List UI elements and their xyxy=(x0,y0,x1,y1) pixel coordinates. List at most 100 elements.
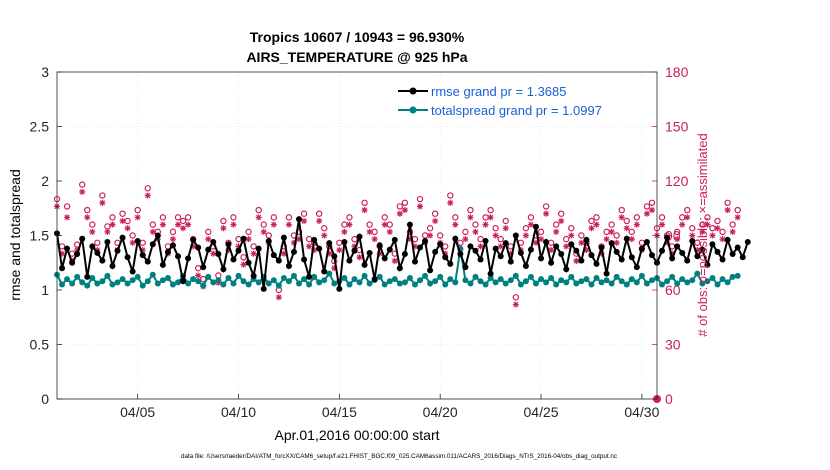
totalspread-point xyxy=(285,278,292,285)
totalspread-point xyxy=(497,276,504,283)
obs-assimilated-stroke xyxy=(482,221,489,228)
obs-assimilated-marker xyxy=(527,221,534,228)
totalspread-point xyxy=(215,277,222,284)
obs-possible-marker xyxy=(724,199,731,206)
rmse-point xyxy=(442,254,449,261)
rmse-point xyxy=(195,244,202,251)
obs-assimilated-marker xyxy=(366,228,373,235)
obs-possible-marker xyxy=(658,214,666,221)
totalspread-point xyxy=(659,281,666,288)
obs-assimilated-stroke xyxy=(477,243,484,250)
rmse-point xyxy=(119,234,126,241)
totalspread-point xyxy=(366,280,373,287)
totalspread-point xyxy=(417,277,424,284)
totalspread-point xyxy=(593,275,600,282)
rmse-point xyxy=(341,239,348,246)
obs-assimilated-stroke xyxy=(472,229,479,235)
obs-assimilated-stroke xyxy=(240,261,247,268)
chart-subtitle: AIRS_TEMPERATURE @ 925 hPa xyxy=(246,49,467,65)
obs-assimilated-marker xyxy=(371,236,378,243)
totalspread-point xyxy=(185,280,192,287)
totalspread-point xyxy=(613,273,620,280)
obs-assimilated-marker xyxy=(119,217,126,224)
rmse-point xyxy=(169,242,176,249)
rmse-point xyxy=(492,245,499,252)
rmse-point xyxy=(532,223,539,230)
x-tick-label: 04/05 xyxy=(120,404,155,420)
totalspread-point xyxy=(119,276,126,283)
obs-assimilated-stroke xyxy=(195,272,201,279)
obs-assimilated-marker xyxy=(149,228,156,235)
totalspread-point xyxy=(714,281,721,288)
rmse-point xyxy=(255,245,262,252)
rmse-point xyxy=(417,244,424,251)
obs-possible-marker xyxy=(250,243,257,250)
rmse-point xyxy=(633,264,640,271)
obs-assimilated-marker xyxy=(512,301,519,308)
rmse-point xyxy=(659,247,666,254)
obs-possible-marker xyxy=(608,221,615,228)
obs-possible-marker xyxy=(179,217,187,225)
legend-rmse-label: rmse grand pr = 1.3685 xyxy=(431,84,567,99)
legend-box xyxy=(394,81,654,121)
obs-assimilated-stroke xyxy=(689,232,695,239)
totalspread-point xyxy=(89,275,96,282)
obs-assimilated-marker xyxy=(734,214,741,221)
totalspread-point xyxy=(154,280,161,287)
obs-possible-marker xyxy=(502,217,509,225)
totalspread-point xyxy=(462,277,469,284)
obs-assimilated-marker xyxy=(633,221,640,228)
totalspread-point xyxy=(270,277,277,284)
obs-assimilated-marker xyxy=(417,203,424,210)
obs-assimilated-marker xyxy=(381,221,388,228)
obs-assimilated-marker xyxy=(361,207,368,214)
x-axis: 04/05 04/10 04/15 04/20 04/25 04/30 xyxy=(120,394,660,420)
obs-assimilated-stroke xyxy=(336,247,342,253)
obs-assimilated-stroke xyxy=(578,240,585,246)
legend-spread-marker xyxy=(409,106,417,114)
rmse-point xyxy=(205,246,212,253)
rmse-point xyxy=(356,233,363,240)
obs-assimilated-marker xyxy=(684,214,691,221)
y-tick-label: 0.5 xyxy=(30,337,50,353)
rmse-point xyxy=(522,263,529,270)
rmse-point xyxy=(447,260,454,267)
totalspread-point xyxy=(301,276,308,283)
totalspread-point xyxy=(195,278,202,285)
obs-assimilated-stroke xyxy=(674,236,680,242)
legend: rmse grand pr = 1.3685 totalspread grand… xyxy=(394,81,654,121)
obs-possible-marker xyxy=(255,206,262,214)
totalspread-point xyxy=(235,272,242,279)
totalspread-point xyxy=(588,281,595,288)
totalspread-point xyxy=(452,279,459,286)
totalspread-point xyxy=(245,281,252,288)
obs-assimilated-marker xyxy=(275,294,282,301)
totalspread-point xyxy=(376,273,383,280)
rmse-point xyxy=(396,265,403,272)
obs-assimilated-stroke xyxy=(220,225,227,231)
totalspread-point xyxy=(543,279,550,286)
obs-assimilated-stroke xyxy=(346,221,353,228)
obs-assimilated-marker xyxy=(553,228,560,235)
obs-assimilated-stroke xyxy=(619,214,625,220)
totalspread-point xyxy=(467,280,474,287)
obs-assimilated-stroke xyxy=(462,236,469,242)
rmse-point xyxy=(457,251,464,258)
totalspread-point xyxy=(114,279,121,286)
obs-assimilated-stroke xyxy=(402,207,408,213)
rmse-point xyxy=(482,237,489,244)
obs-assimilated-stroke xyxy=(366,229,373,235)
obs-assimilated-stroke xyxy=(99,200,106,206)
obs-assimilated-marker xyxy=(608,228,615,235)
obs-assimilated-stroke xyxy=(306,243,312,250)
totalspread-point xyxy=(437,273,444,280)
totalspread-point xyxy=(164,275,171,282)
obs-possible-marker xyxy=(537,228,545,236)
obs-assimilated-stroke xyxy=(714,225,721,231)
rmse-point xyxy=(709,241,716,248)
totalspread-point xyxy=(447,276,454,283)
rmse-point xyxy=(321,268,328,275)
obs-possible-marker xyxy=(79,181,86,188)
obs-possible-marker xyxy=(220,217,227,225)
obs-assimilated-stroke xyxy=(281,251,287,257)
